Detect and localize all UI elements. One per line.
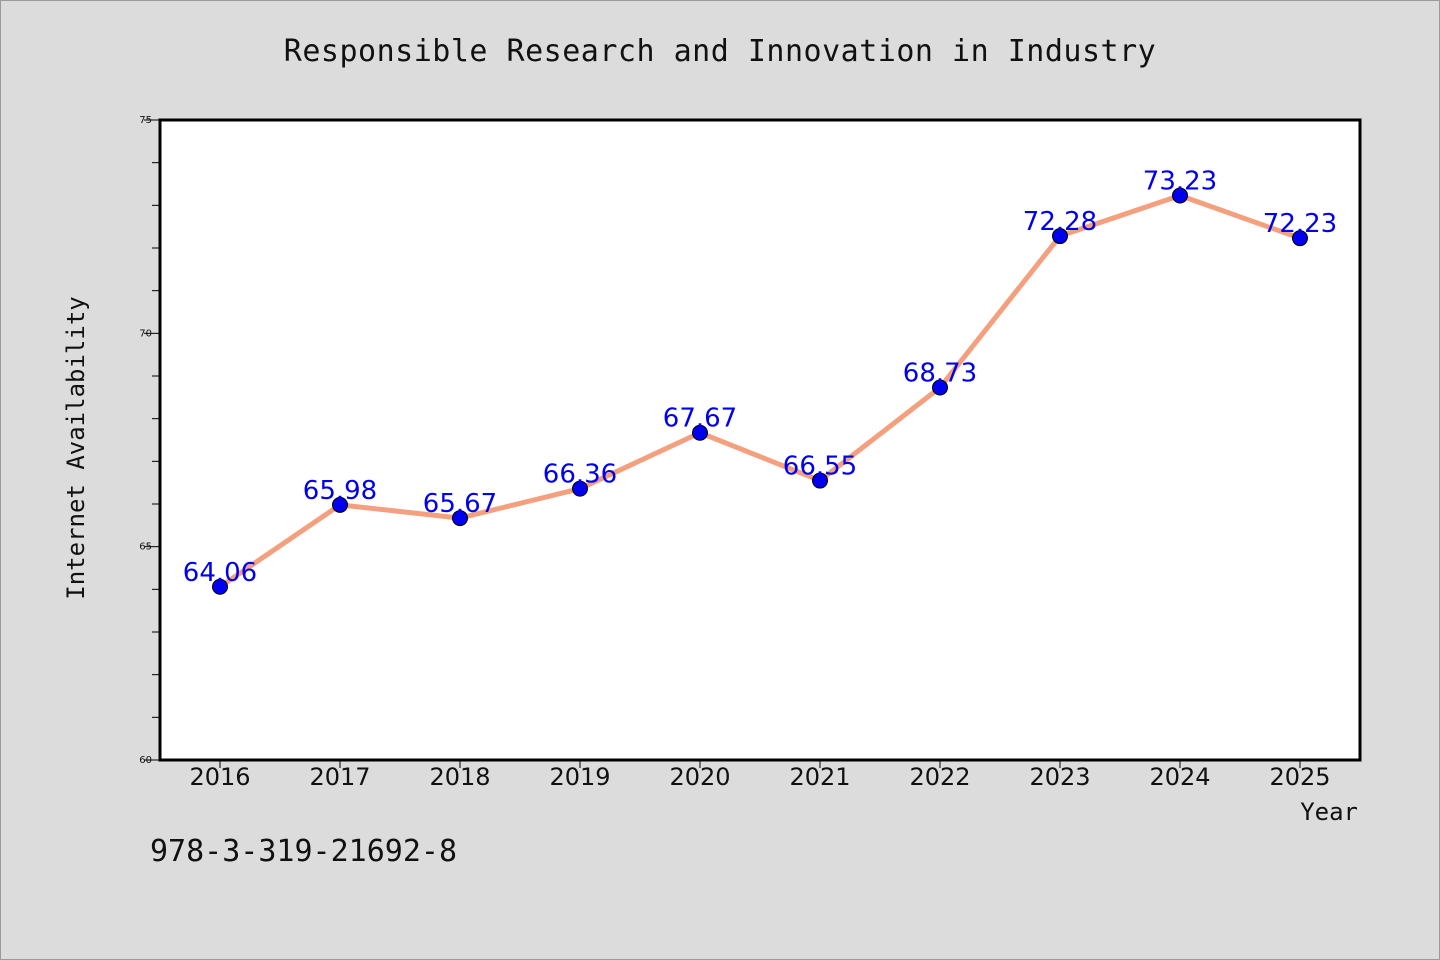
data-point [212,578,228,595]
x-tick-label: 2020 [669,763,730,791]
chart-title: Responsible Research and Innovation in I… [283,34,1157,69]
data-point [452,510,468,527]
data-label: 66.36 [543,460,617,490]
y-tick-label: 65 [139,542,152,553]
data-label: 65.67 [423,489,497,519]
y-tick-label: 75 [139,115,152,126]
x-tick-label: 2018 [429,763,490,791]
data-point [572,480,588,497]
x-tick-label: 2024 [1149,763,1210,791]
isbn-text: 978-3-319-21692-8 [150,834,458,869]
x-tick-label: 2017 [309,763,370,791]
data-point [932,379,948,396]
y-axis: 60 65 70 75 [139,115,160,766]
data-point [812,472,828,489]
data-label: 72.23 [1263,209,1337,239]
plot-area [158,118,1362,762]
y-tick-label: 70 [139,328,152,339]
series-line [217,193,1303,590]
data-label: 73.23 [1143,167,1217,197]
x-tick-label: 2019 [549,763,610,791]
data-label: 65.98 [303,476,377,506]
data-label: 66.55 [783,452,857,482]
data-label: 67.67 [663,404,737,434]
x-tick-label: 2025 [1269,763,1330,791]
data-point [692,424,708,441]
x-tick-label: 2016 [189,763,250,791]
data-point [1292,230,1308,247]
data-label: 64.06 [183,558,257,588]
y-tick-label: 60 [139,755,152,766]
data-point [1172,187,1188,204]
x-tick-label: 2023 [1029,763,1090,791]
data-point [1052,228,1068,245]
x-tick-label: 2021 [789,763,850,791]
x-axis: 2016 2017 2018 2019 2020 2021 2022 2023 2024 2025 [189,760,1331,791]
series-group: 64.06 65.98 65.67 66.36 67.67 66.55 68.73 72.28… [183,167,1337,595]
y-axis-label: Internet Availability [62,296,90,599]
data-label: 68.73 [903,359,977,389]
x-axis-label: Year [1300,798,1358,826]
data-label: 72.28 [1023,207,1097,237]
x-tick-label: 2022 [909,763,970,791]
data-point [332,496,348,513]
